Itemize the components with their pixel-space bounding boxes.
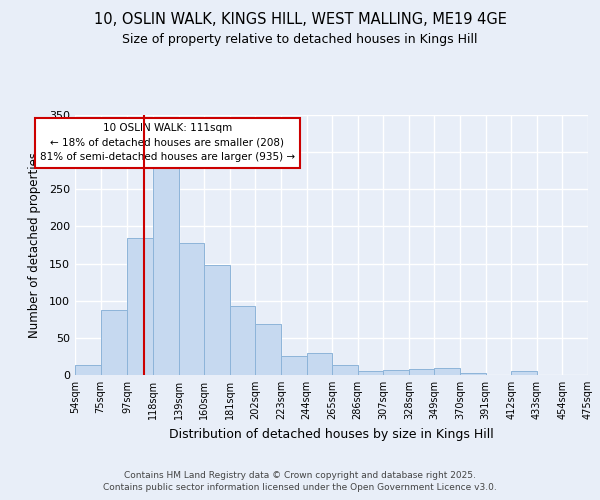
Bar (101, 310, 127, 375)
Bar (332, 364, 358, 375)
Bar (307, 354, 332, 375)
Text: 10, OSLIN WALK, KINGS HILL, WEST MALLING, ME19 4GE: 10, OSLIN WALK, KINGS HILL, WEST MALLING… (94, 12, 506, 28)
Bar (460, 373, 485, 375)
Bar (281, 356, 307, 375)
Text: 10 OSLIN WALK: 111sqm
← 18% of detached houses are smaller (208)
81% of semi-det: 10 OSLIN WALK: 111sqm ← 18% of detached … (40, 123, 295, 162)
Bar (256, 324, 281, 375)
Text: Contains HM Land Registry data © Crown copyright and database right 2025.
Contai: Contains HM Land Registry data © Crown c… (103, 471, 497, 492)
Bar (434, 368, 460, 375)
Bar (179, 243, 204, 375)
Bar (511, 370, 537, 375)
Bar (409, 369, 434, 375)
Bar (358, 370, 383, 375)
Bar (127, 238, 153, 375)
Y-axis label: Number of detached properties: Number of detached properties (28, 152, 41, 338)
X-axis label: Distribution of detached houses by size in Kings Hill: Distribution of detached houses by size … (169, 428, 494, 440)
Bar (204, 265, 230, 375)
Bar (75, 366, 101, 375)
Text: Size of property relative to detached houses in Kings Hill: Size of property relative to detached ho… (122, 32, 478, 46)
Bar (230, 306, 256, 375)
Bar (383, 370, 409, 375)
Bar (153, 160, 179, 375)
